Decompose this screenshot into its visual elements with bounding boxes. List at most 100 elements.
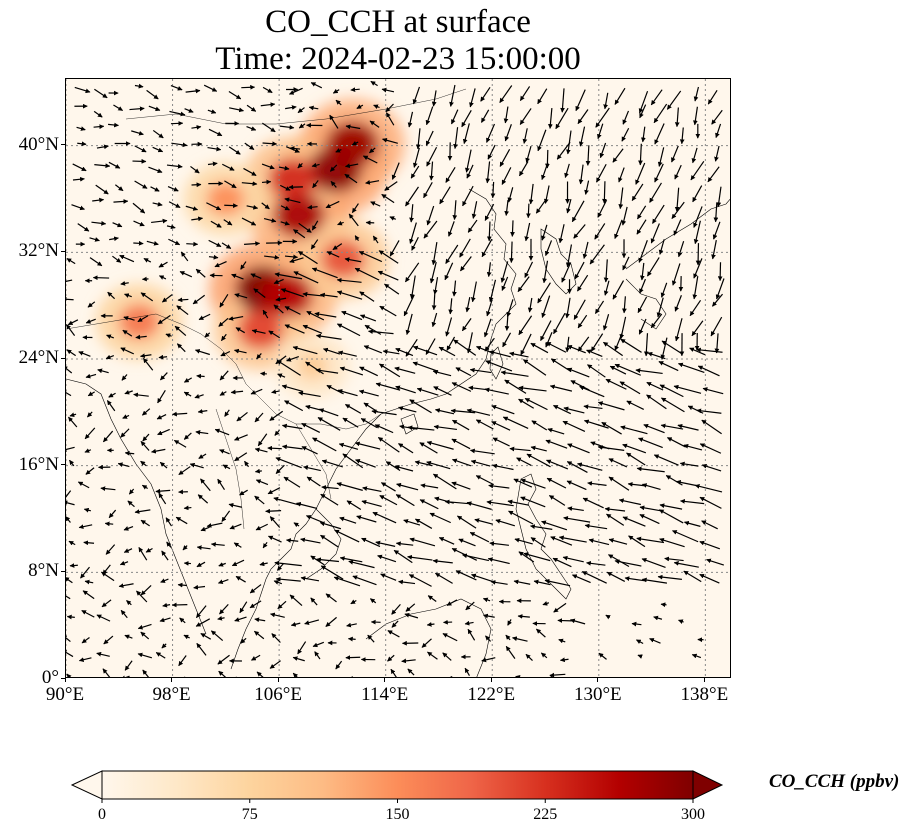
wind-arrow — [234, 348, 247, 354]
wind-arrow — [177, 297, 189, 303]
wind-arrow — [183, 560, 192, 566]
wind-arrow — [120, 609, 128, 619]
wind-arrow — [359, 366, 378, 377]
wind-arrow — [484, 337, 495, 352]
wind-arrow — [354, 441, 381, 450]
wind-arrow — [558, 638, 566, 644]
wind-arrow — [219, 449, 230, 455]
wind-arrow — [140, 585, 152, 596]
wind-arrow — [395, 541, 414, 547]
wind-arrow — [124, 293, 132, 298]
wind-arrow — [335, 660, 343, 670]
wind-arrow — [165, 333, 172, 338]
wind-arrow — [320, 565, 344, 580]
wind-arrow — [543, 185, 550, 204]
wind-arrow — [657, 574, 682, 580]
wind-arrow — [370, 598, 377, 604]
wind-arrow — [118, 583, 134, 588]
wind-arrow — [325, 616, 337, 627]
wind-arrow — [701, 419, 722, 435]
colorbar-extend-max — [692, 770, 724, 800]
wind-arrow — [120, 281, 129, 286]
wind-arrow — [172, 411, 188, 417]
wind-arrow — [691, 147, 698, 164]
wind-arrow — [692, 276, 699, 300]
wind-arrow — [140, 353, 152, 359]
wind-arrow — [259, 561, 268, 567]
wind-arrow — [316, 557, 339, 563]
wind-arrow — [134, 180, 148, 189]
wind-arrow — [595, 107, 610, 128]
wind-arrow — [439, 186, 451, 205]
wind-arrow — [671, 201, 685, 219]
wind-arrow — [146, 240, 159, 246]
wind-arrow — [547, 427, 565, 435]
wind-arrow — [387, 654, 395, 662]
wind-arrow — [598, 652, 607, 660]
wind-arrow — [66, 296, 74, 302]
wind-arrow — [263, 217, 277, 223]
wind-arrow — [83, 540, 95, 546]
wind-arrow — [461, 318, 472, 332]
wind-arrow — [466, 408, 491, 416]
wind-arrow — [222, 464, 231, 470]
wind-arrow — [268, 330, 281, 339]
wind-arrow — [178, 655, 187, 667]
wind-arrow — [412, 147, 420, 168]
wind-arrow — [358, 389, 379, 397]
wind-arrow — [374, 424, 394, 434]
wind-arrow — [166, 163, 183, 169]
wind-arrow — [318, 408, 339, 417]
wind-arrow — [716, 186, 722, 208]
wind-arrow — [586, 560, 606, 566]
wind-arrow — [190, 165, 200, 174]
wind-arrow — [373, 104, 380, 110]
wind-arrow — [185, 88, 201, 94]
wind-arrow — [507, 619, 512, 626]
wind-arrow — [310, 239, 319, 250]
wind-arrow — [250, 273, 262, 279]
wind-arrow — [457, 515, 477, 529]
wind-arrow — [576, 274, 589, 292]
concentration-core — [237, 310, 284, 350]
wind-arrow — [577, 314, 588, 329]
wind-arrow — [426, 205, 435, 226]
wind-arrow — [462, 185, 474, 207]
wind-arrow — [561, 262, 572, 283]
wind-arrow — [453, 127, 459, 149]
chart-title: CO_CCH at surface — [265, 4, 531, 40]
wind-arrow — [638, 91, 649, 114]
wind-arrow — [573, 224, 586, 239]
wind-arrow — [714, 145, 720, 162]
wind-arrow — [335, 99, 342, 106]
wind-arrow — [312, 641, 325, 648]
wind-arrow — [235, 575, 246, 583]
wind-arrow — [585, 145, 591, 166]
wind-arrow — [712, 221, 721, 240]
wind-arrow — [112, 222, 123, 228]
wind-arrow — [409, 399, 432, 414]
wind-arrow — [526, 453, 551, 468]
wind-arrow — [635, 368, 663, 375]
colorbar-tick-label: 150 — [385, 806, 410, 823]
wind-arrow — [513, 579, 531, 585]
wind-arrow — [491, 421, 511, 431]
wind-arrow — [467, 219, 478, 233]
colorbar-ticks — [101, 799, 694, 803]
wind-arrow — [301, 446, 318, 455]
wind-arrow — [96, 614, 111, 622]
wind-arrow — [448, 298, 454, 315]
wind-arrow — [137, 623, 152, 630]
wind-arrow — [618, 498, 641, 506]
wind-arrow — [530, 524, 553, 530]
wind-arrow — [380, 573, 397, 581]
wind-arrow — [537, 129, 547, 152]
colorbar-tick-label: 225 — [533, 806, 558, 823]
wind-arrow — [462, 553, 489, 562]
wind-arrow — [195, 618, 211, 627]
wind-arrow — [693, 86, 700, 102]
wind-arrow — [66, 349, 76, 357]
wind-arrow — [549, 672, 566, 677]
wind-arrow — [654, 163, 664, 183]
wind-arrow — [395, 347, 414, 357]
